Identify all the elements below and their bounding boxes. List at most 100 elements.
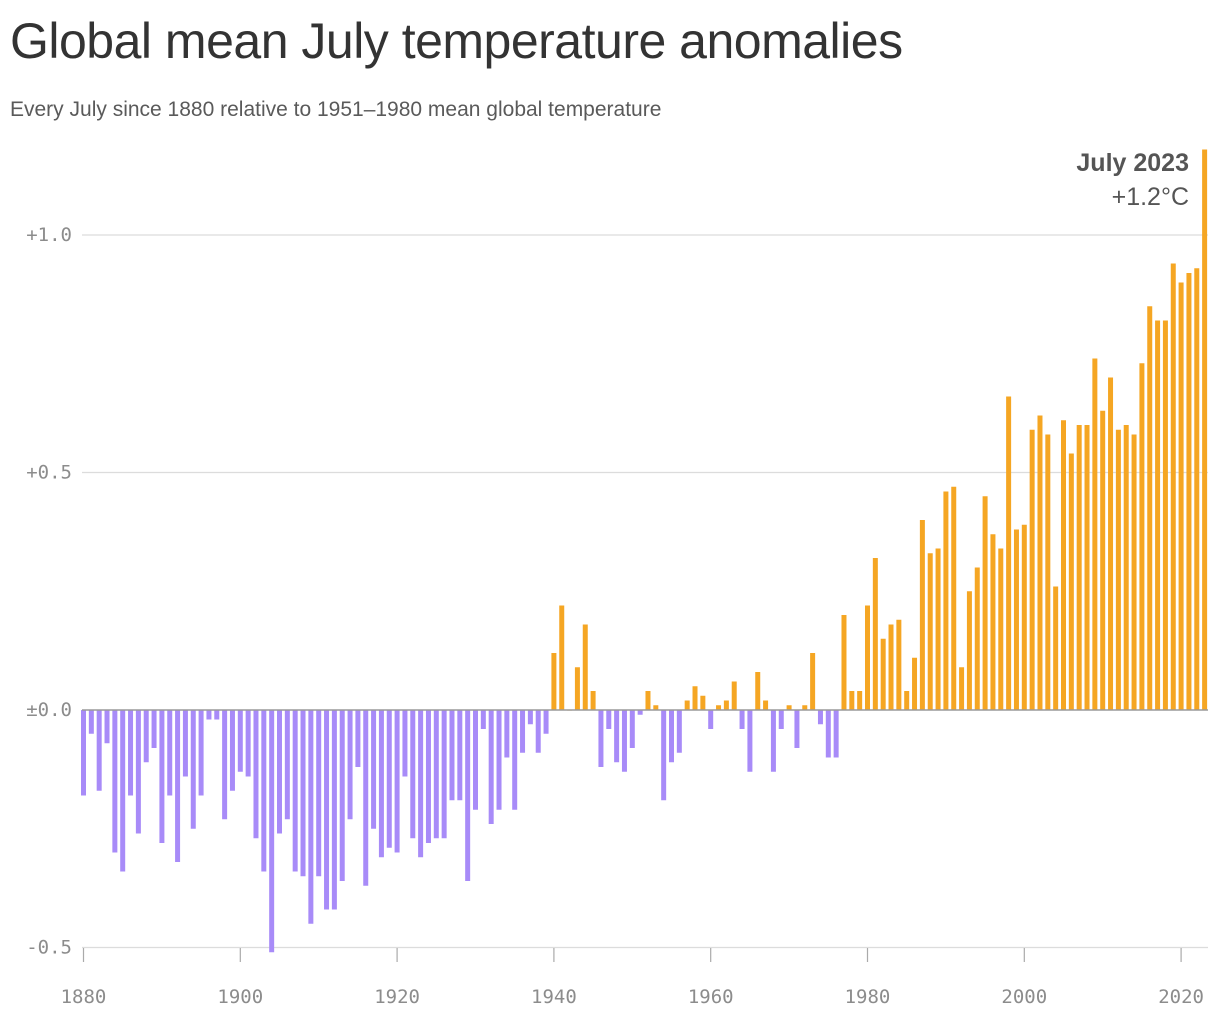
bar-1914 xyxy=(347,710,353,820)
bar-1888 xyxy=(143,710,149,763)
bar-1947 xyxy=(606,710,612,729)
bar-2020 xyxy=(1178,282,1184,710)
bar-1960 xyxy=(708,710,714,729)
bar-1983 xyxy=(888,624,894,710)
bar-2009 xyxy=(1092,358,1098,710)
bar-1900 xyxy=(237,710,243,772)
bar-1949 xyxy=(621,710,627,772)
bar-1913 xyxy=(339,710,345,881)
bar-1957 xyxy=(684,700,690,710)
axes: -0.5 ±0.0 +0.5 +1.0 1880 1900 1920 1940 1960 1980… xyxy=(26,224,1208,1008)
bar-1973 xyxy=(810,653,816,710)
bar-1939 xyxy=(543,710,549,734)
bar-2007 xyxy=(1076,425,1082,710)
bar-1899 xyxy=(229,710,235,791)
bar-1999 xyxy=(1013,529,1019,710)
bar-1970 xyxy=(786,705,792,710)
bar-1971 xyxy=(794,710,800,748)
bar-2018 xyxy=(1162,320,1168,710)
bar-1958 xyxy=(692,686,698,710)
bar-1883 xyxy=(104,710,110,744)
bar-1928 xyxy=(457,710,463,801)
bar-1998 xyxy=(1006,396,1012,710)
bar-1997 xyxy=(998,548,1004,710)
bar-1945 xyxy=(590,691,596,710)
bar-1896 xyxy=(206,710,212,720)
bar-1935 xyxy=(512,710,518,810)
y-tick-label: -0.5 xyxy=(26,937,72,959)
bar-1961 xyxy=(716,705,722,710)
x-tick-label: 1940 xyxy=(531,986,577,1008)
x-tick-label: 2000 xyxy=(1001,986,1047,1008)
bar-1969 xyxy=(778,710,784,729)
bar-1974 xyxy=(817,710,823,725)
bar-2005 xyxy=(1061,420,1066,710)
bar-1972 xyxy=(802,705,808,710)
bar-1916 xyxy=(363,710,369,886)
bar-1990 xyxy=(943,491,949,710)
bar-1967 xyxy=(763,700,769,710)
bar-1966 xyxy=(755,672,761,710)
bar-1918 xyxy=(378,710,384,858)
bar-1920 xyxy=(394,710,400,853)
bar-1919 xyxy=(386,710,392,848)
chart-title: Global mean July temperature anomalies xyxy=(10,13,903,69)
x-tick-label: 1920 xyxy=(374,986,420,1008)
bar-1890 xyxy=(159,710,165,843)
bar-2006 xyxy=(1068,453,1074,710)
bar-1885 xyxy=(120,710,126,872)
bar-1897 xyxy=(214,710,220,720)
bar-1922 xyxy=(410,710,416,839)
bar-1902 xyxy=(253,710,259,839)
bar-1898 xyxy=(222,710,228,820)
bar-1944 xyxy=(582,624,588,710)
bar-1925 xyxy=(433,710,439,839)
bar-1938 xyxy=(535,710,541,753)
bar-2019 xyxy=(1170,263,1176,710)
bar-2004 xyxy=(1053,586,1059,710)
bar-1895 xyxy=(198,710,204,796)
bar-1911 xyxy=(324,710,330,910)
bar-1904 xyxy=(269,710,275,953)
bar-1989 xyxy=(935,548,941,710)
bar-1948 xyxy=(614,710,620,763)
x-tick-label: 1960 xyxy=(688,986,734,1008)
bar-1986 xyxy=(912,657,918,710)
annotation: July 2023 +1.2°C xyxy=(1076,149,1189,211)
bar-1933 xyxy=(496,710,502,810)
bars xyxy=(81,149,1208,953)
bar-2011 xyxy=(1108,377,1114,710)
bar-1901 xyxy=(245,710,251,777)
bar-2002 xyxy=(1037,415,1043,710)
bar-2010 xyxy=(1100,410,1106,710)
bar-1963 xyxy=(731,681,737,710)
bar-1908 xyxy=(300,710,306,877)
bar-1996 xyxy=(990,534,996,710)
bar-1932 xyxy=(488,710,494,824)
bar-1926 xyxy=(441,710,447,839)
bar-1929 xyxy=(465,710,471,881)
bar-1979 xyxy=(857,691,863,710)
chart-subtitle: Every July since 1880 relative to 1951–1… xyxy=(10,98,662,121)
bar-1977 xyxy=(841,615,847,710)
bar-1927 xyxy=(449,710,455,801)
bar-2021 xyxy=(1186,273,1192,710)
bar-1994 xyxy=(974,567,980,710)
bar-2008 xyxy=(1084,425,1090,710)
bar-1995 xyxy=(982,496,988,710)
bar-2023 xyxy=(1202,149,1208,710)
bar-1988 xyxy=(927,553,933,710)
bar-1981 xyxy=(872,558,878,710)
bar-2003 xyxy=(1045,434,1051,710)
bar-1954 xyxy=(661,710,667,801)
bar-1946 xyxy=(598,710,604,767)
bar-1991 xyxy=(951,486,957,710)
bar-1937 xyxy=(527,710,533,725)
bar-1917 xyxy=(371,710,377,829)
bar-1906 xyxy=(284,710,290,820)
bar-2016 xyxy=(1147,306,1153,710)
annotation-title: July 2023 xyxy=(1076,149,1189,177)
bar-1953 xyxy=(653,705,659,710)
bar-1984 xyxy=(896,619,902,710)
x-tick-label: 2020 xyxy=(1158,986,1204,1008)
